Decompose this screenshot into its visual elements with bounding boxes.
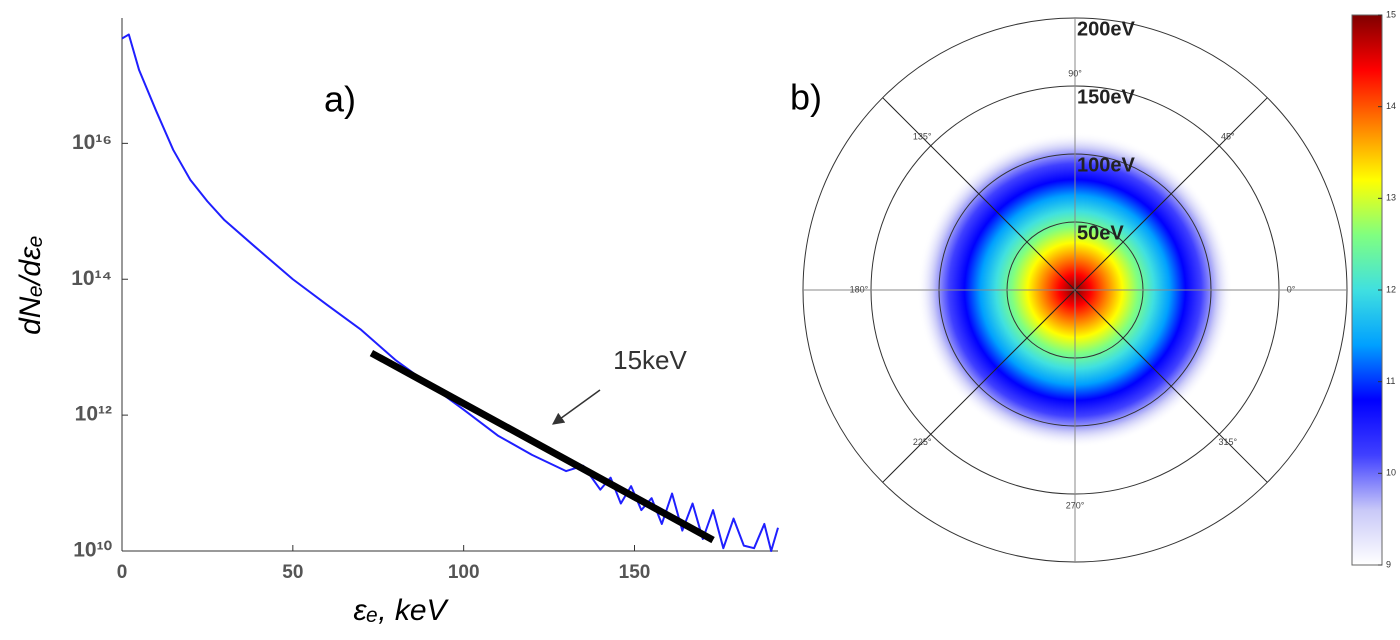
theta-tick-label: 180° (850, 284, 869, 294)
theta-tick-label: 0° (1287, 284, 1296, 294)
panel-label: b) (790, 77, 822, 118)
theta-grid (1074, 97, 1268, 291)
y-axis-label: dNₑ/dεₑ (14, 235, 47, 335)
colorbar-tick-label: 9 (1386, 559, 1391, 569)
x-tick-label: 150 (619, 562, 651, 583)
series-line (121, 33, 779, 552)
y-tick-label: 10¹⁴ (71, 267, 112, 290)
colorbar-tick-label: 10 (1386, 468, 1396, 478)
series-line (369, 349, 715, 544)
x-tick-label: 0 (117, 562, 128, 583)
annotation: 15keV (613, 345, 687, 375)
colorbar-tick-label: 12 (1386, 284, 1396, 294)
theta-tick-label: 315° (1218, 437, 1237, 447)
r-tick-label: 100eV (1077, 154, 1135, 176)
y-tick-label: 10¹⁶ (72, 131, 112, 154)
colorbar-tick-label: 13 (1386, 193, 1396, 203)
x-tick-label: 100 (448, 562, 480, 583)
theta-tick-label: 270° (1066, 500, 1085, 510)
panel-label: a) (324, 79, 356, 120)
colorbar (1351, 14, 1383, 566)
y-tick-label: 10¹⁰ (73, 539, 112, 562)
y-tick-label: 10¹² (75, 403, 112, 426)
theta-tick-label: 45° (1221, 132, 1235, 142)
theta-tick-label: 225° (913, 437, 932, 447)
colorbar-tick-label: 15 (1386, 9, 1396, 19)
x-tick-label: 50 (282, 562, 303, 583)
theta-grid (1074, 289, 1268, 483)
theta-tick-label: 90° (1068, 68, 1082, 78)
colorbar-tick-label: 14 (1386, 101, 1396, 111)
theta-grid (882, 97, 1076, 291)
theta-tick-label: 135° (913, 132, 932, 142)
theta-grid (882, 289, 1076, 483)
annotation-arrow (552, 389, 601, 425)
r-tick-label: 200eV (1077, 18, 1135, 40)
colorbar-tick-label: 11 (1386, 376, 1395, 386)
r-tick-label: 150eV (1077, 86, 1135, 108)
r-tick-label: 50eV (1077, 222, 1124, 244)
x-axis-label: εₑ, keV (353, 594, 449, 627)
